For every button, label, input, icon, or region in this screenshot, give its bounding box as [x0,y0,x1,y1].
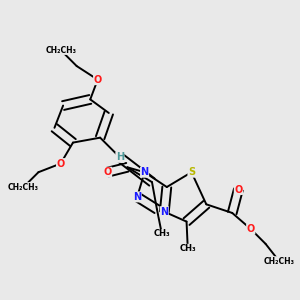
Text: H: H [116,152,124,162]
Text: CH₃: CH₃ [179,244,196,253]
Text: S: S [188,167,195,177]
Text: O: O [103,167,112,177]
Text: N: N [140,167,148,177]
Text: CH₂CH₃: CH₂CH₃ [264,256,295,266]
Text: CH₃: CH₃ [154,230,170,238]
Text: N: N [160,207,168,217]
Text: CH₂CH₃: CH₂CH₃ [8,182,39,191]
Text: O: O [56,159,65,169]
Text: O: O [94,75,102,85]
Text: O: O [247,224,255,234]
Text: CH₂CH₃: CH₂CH₃ [45,46,76,55]
Text: O: O [234,184,242,194]
Text: N: N [133,192,141,202]
